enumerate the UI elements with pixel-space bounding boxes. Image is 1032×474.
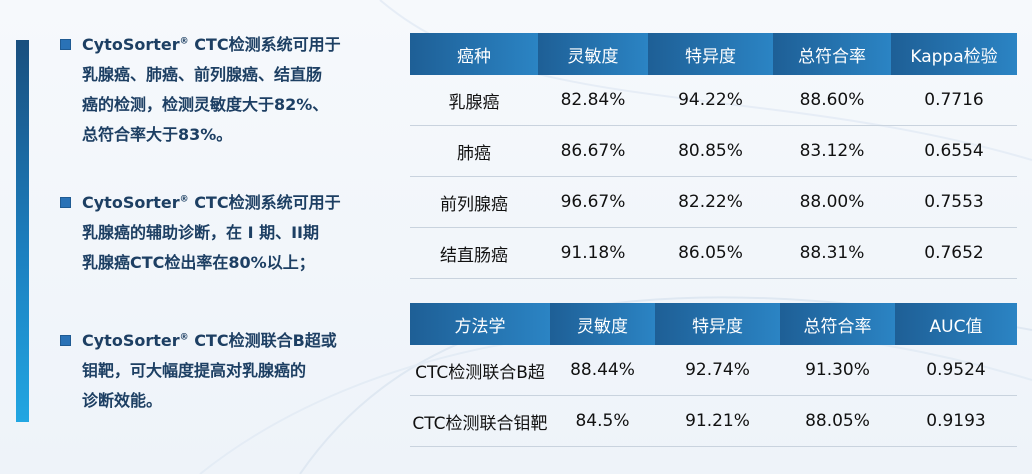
left-accent-bar (16, 40, 29, 422)
table-row: 肺癌 86.67% 80.85% 83.12% 0.6554 (410, 125, 1017, 177)
table-row: CTC检测联合钼靶 84.5% 91.21% 88.05% 0.9193 (410, 395, 1017, 447)
column-header: 灵敏度 (550, 303, 655, 345)
table-cell: 前列腺癌 (410, 176, 538, 228)
column-header: 灵敏度 (538, 33, 648, 75)
bullet-line: 乳腺癌CTC检出率在80%以上； (82, 253, 315, 272)
table-cell: 88.60% (773, 75, 891, 126)
table-cell: 肺癌 (410, 125, 538, 177)
bullet-line: 诊断效能。 (82, 391, 163, 410)
table-row: CTC检测联合B超 88.44% 92.74% 91.30% 0.9524 (410, 345, 1017, 396)
brand-name: CytoSorter (82, 331, 180, 350)
bullet-line: 钼靶，可大幅度提高对乳腺癌的 (82, 361, 307, 380)
table-cell: 94.22% (648, 75, 773, 126)
column-header: 特异度 (648, 33, 773, 75)
table-cell: 0.7652 (891, 227, 1017, 279)
registered-mark: ® (179, 36, 189, 47)
table-cell: 88.44% (550, 345, 655, 396)
table-cell: 结直肠癌 (410, 227, 538, 279)
table-cell: 91.21% (655, 395, 780, 447)
table-cell: CTC检测联合B超 (410, 345, 550, 396)
table-row: 乳腺癌 82.84% 94.22% 88.60% 0.7716 (410, 75, 1017, 126)
table-cell: 88.31% (773, 227, 891, 279)
table-cell: 82.22% (648, 176, 773, 228)
bullet-square-icon (60, 197, 71, 208)
bullet-line: 总符合率大于83%。 (82, 125, 233, 144)
table-cell: 82.84% (538, 75, 648, 126)
table-cell: 88.00% (773, 176, 891, 228)
cancer-type-performance-table: 癌种 灵敏度 特异度 总符合率 Kappa检验 乳腺癌 82.84% 94.22… (410, 33, 1017, 279)
table-header-row: 方法学 灵敏度 特异度 总符合率 AUC值 (410, 303, 1017, 345)
table-row: 结直肠癌 91.18% 86.05% 88.31% 0.7652 (410, 227, 1017, 279)
bullet-line: 乳腺癌、肺癌、前列腺癌、结直肠 (82, 65, 323, 84)
column-header: 方法学 (410, 303, 550, 345)
brand-name: CytoSorter (82, 193, 180, 212)
table-cell: 0.6554 (891, 125, 1017, 177)
bullet-point-1: CytoSorter® CTC检测系统可用于 乳腺癌、肺癌、前列腺癌、结直肠 癌… (60, 30, 360, 150)
table-cell: 0.7553 (891, 176, 1017, 228)
column-header: 癌种 (410, 33, 538, 75)
table-cell: 0.7716 (891, 75, 1017, 126)
bullet-square-icon (60, 39, 71, 50)
bullet-point-3: CytoSorter® CTC检测联合B超或 钼靶，可大幅度提高对乳腺癌的 诊断… (60, 326, 360, 416)
table-cell: 0.9524 (895, 345, 1017, 396)
column-header: 总符合率 (780, 303, 895, 345)
table-cell: 86.05% (648, 227, 773, 279)
method-performance-table: 方法学 灵敏度 特异度 总符合率 AUC值 CTC检测联合B超 88.44% 9… (410, 303, 1017, 447)
table-cell: 92.74% (655, 345, 780, 396)
table-row: 前列腺癌 96.67% 82.22% 88.00% 0.7553 (410, 176, 1017, 228)
table-cell: 86.67% (538, 125, 648, 177)
table-cell: 96.67% (538, 176, 648, 228)
table-cell: 80.85% (648, 125, 773, 177)
column-header: 特异度 (655, 303, 780, 345)
registered-mark: ® (179, 332, 189, 343)
table-cell: 91.30% (780, 345, 895, 396)
table-header-row: 癌种 灵敏度 特异度 总符合率 Kappa检验 (410, 33, 1017, 75)
column-header: AUC值 (895, 303, 1017, 345)
table-cell: 88.05% (780, 395, 895, 447)
bullet-square-icon (60, 335, 71, 346)
table-cell: 84.5% (550, 395, 655, 447)
brand-name: CytoSorter (82, 35, 180, 54)
table-cell: 83.12% (773, 125, 891, 177)
bullet-point-2: CytoSorter® CTC检测系统可用于 乳腺癌的辅助诊断，在 I 期、II… (60, 188, 360, 278)
bullet-line: 癌的检测，检测灵敏度大于82%、 (82, 95, 329, 114)
bullet-line: CTC检测系统可用于 (194, 193, 341, 212)
bullet-line: CTC检测系统可用于 (194, 35, 341, 54)
table-cell: 0.9193 (895, 395, 1017, 447)
bullet-line: CTC检测联合B超或 (194, 331, 337, 350)
bullet-line: 乳腺癌的辅助诊断，在 I 期、II期 (82, 223, 320, 242)
registered-mark: ® (179, 194, 189, 205)
table-cell: CTC检测联合钼靶 (410, 395, 550, 447)
table-cell: 91.18% (538, 227, 648, 279)
table-cell: 乳腺癌 (410, 75, 538, 126)
column-header: Kappa检验 (891, 33, 1017, 75)
column-header: 总符合率 (773, 33, 891, 75)
